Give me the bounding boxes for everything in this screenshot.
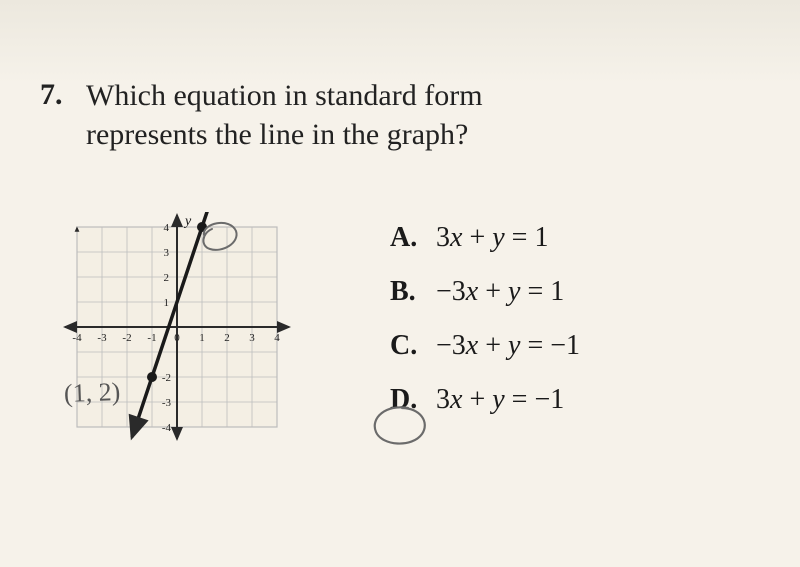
svg-text:y: y [183,214,192,229]
graph: -4-3-2-1012344321-2-3-4xy [62,212,292,452]
answer-equation: 3x + y = 1 [436,222,548,254]
answer-choice-b[interactable]: B.−3x + y = 1 [390,276,750,308]
answer-letter: D. [390,384,436,416]
svg-text:-2: -2 [122,332,131,344]
svg-text:3: 3 [164,247,170,259]
svg-text:1: 1 [199,332,205,344]
question-line-1: Which equation in standard form [86,79,483,112]
answer-choice-c[interactable]: C.−3x + y = −1 [390,330,750,362]
svg-text:-3: -3 [97,332,107,344]
answer-equation: 3x + y = −1 [436,384,564,416]
answer-choice-a[interactable]: A.3x + y = 1 [390,222,750,254]
graph-svg: -4-3-2-1012344321-2-3-4xy [62,212,292,447]
worksheet-page: 7. Which equation in standard form repre… [0,0,800,567]
svg-text:2: 2 [224,332,230,344]
svg-text:-4: -4 [162,422,172,434]
answer-equation: −3x + y = 1 [436,276,564,308]
question-number: 7. [40,78,63,112]
svg-text:2: 2 [164,272,170,284]
svg-text:4: 4 [164,222,170,234]
question-text: Which equation in standard form represen… [86,76,726,154]
answer-choice-d[interactable]: D.3x + y = −1 [390,384,750,416]
answer-letter: C. [390,330,436,362]
answer-letter: B. [390,276,436,308]
answer-letter: A. [390,222,436,254]
svg-text:-3: -3 [162,397,172,409]
answer-equation: −3x + y = −1 [436,330,580,362]
svg-text:-1: -1 [147,332,156,344]
svg-text:4: 4 [274,332,280,344]
answer-choices: A.3x + y = 1B.−3x + y = 1C.−3x + y = −1D… [390,222,750,438]
question-line-2: represents the line in the graph? [86,118,468,151]
svg-text:3: 3 [249,332,255,344]
svg-text:1: 1 [164,297,170,309]
svg-text:-4: -4 [72,332,82,344]
svg-text:0: 0 [174,332,180,344]
svg-text:-2: -2 [162,372,171,384]
